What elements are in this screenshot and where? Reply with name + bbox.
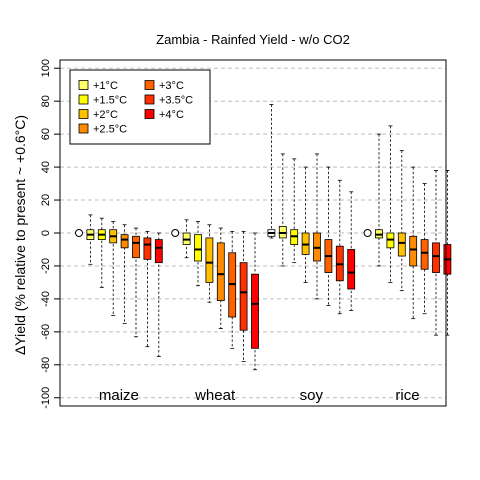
legend-swatch [78,94,89,105]
box [143,237,152,260]
chart-title: Zambia - Rainfed Yield - w/o CO2 [156,32,350,47]
y-tick-label: 40 [40,161,52,173]
legend-swatch [78,80,89,90]
crop-label-maize: maize [99,387,139,404]
baseline-marker [171,229,180,237]
legend-item: +1°C [78,80,118,92]
box [239,262,248,331]
box [432,242,440,273]
crop-labels: maize wheat soy rice [99,387,420,404]
legend-label: +3°C [159,80,184,92]
y-tick-label: 80 [40,95,52,107]
baseline-marker [363,229,372,237]
box [205,237,214,283]
y-tick-label: 60 [40,128,52,140]
y-tick-label: -40 [40,291,52,307]
y-axis: -100 -80 -60 -40 -20 0 20 40 60 80 100 [40,59,60,409]
y-tick-label: 0 [40,230,52,236]
y-tick-label: -60 [40,324,52,340]
crop-group-maize [75,214,163,357]
y-tick-label: -20 [40,258,52,274]
legend-label: +3.5°C [159,95,193,107]
legend-label: +2.5°C [93,124,127,136]
plot-frame [59,59,447,407]
box [120,234,129,249]
legend-item: +3°C [144,80,184,92]
crop-label-wheat: wheat [194,387,236,404]
legend: +1°C +1.5°C +2°C +2.5°C +3°C +3.5°C +4°C [69,69,211,145]
legend-label: +4°C [159,109,184,121]
baseline-marker [75,229,83,237]
legend-item: +4°C [144,109,184,121]
legend-swatch [144,94,155,105]
box [194,234,202,262]
legend-swatch [78,109,89,119]
y-tick-label: 20 [40,194,52,206]
crop-label-rice: rice [395,387,419,404]
legend-item: +3.5°C [144,94,193,107]
box [420,239,429,270]
box-plots [75,104,452,371]
legend-swatch [144,109,155,119]
y-tick-label: -100 [40,387,52,409]
y-axis-label: ΔYield (% relative to present ~ +0.6°C) [12,115,28,355]
crop-group-wheat [171,219,259,371]
box [154,239,163,264]
legend-item: +2°C [78,109,118,121]
box [251,273,259,349]
y-tick-label: 100 [40,59,52,77]
crop-group-rice [363,125,452,336]
legend-swatch [144,80,155,90]
legend-swatch [78,123,89,134]
legend-label: +1.5°C [93,95,127,107]
box [216,242,225,301]
box [347,249,356,290]
legend-box [69,69,211,145]
box [409,235,418,267]
box [397,232,406,257]
y-tick-label: -80 [40,357,52,373]
box [132,235,140,259]
legend-item: +1.5°C [78,94,127,107]
legend-label: +1°C [93,80,118,92]
crop-group-soy [267,104,356,315]
crop-label-soy: soy [300,387,324,404]
legend-label: +2°C [93,109,118,121]
legend-item: +2.5°C [78,123,127,136]
